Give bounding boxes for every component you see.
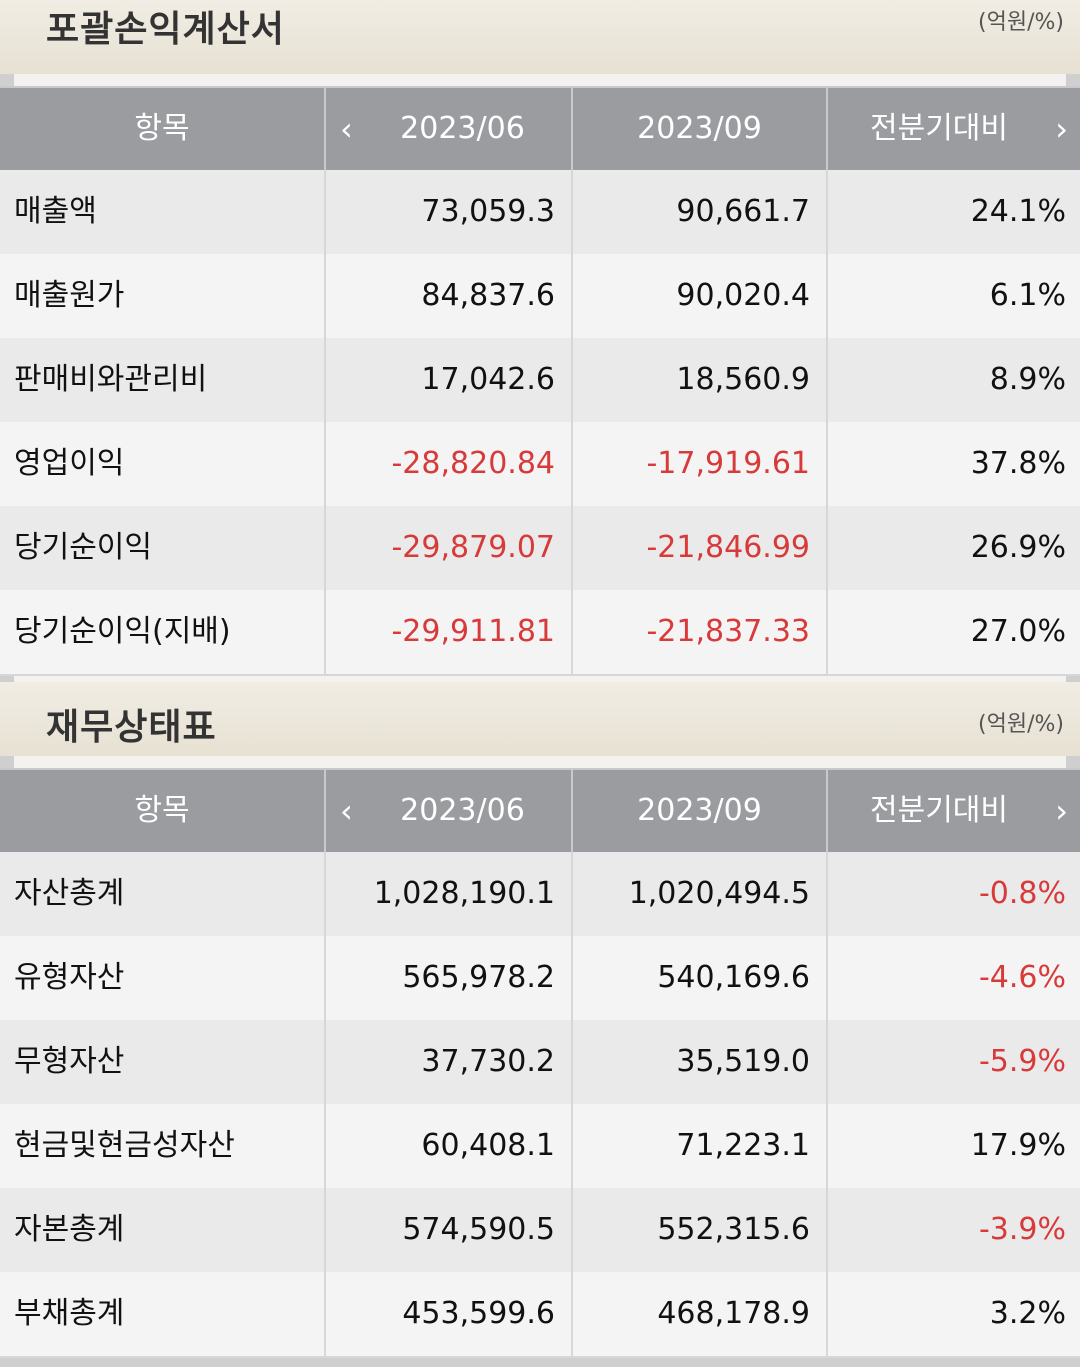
income-statement-table-header: 항목 ‹ 2023/06 2023/09 전분기대비 › — [0, 86, 1080, 172]
row-prev-value: -29,911.81 — [326, 590, 573, 674]
column-header-prev-period[interactable]: ‹ 2023/06 — [326, 88, 573, 170]
row-change-value: 24.1% — [970, 194, 1066, 229]
balance-sheet-header: 재무상태표 (억원/%) — [0, 682, 1080, 756]
income-statement-header: 포괄손익계산서 (억원/%) — [0, 0, 1080, 74]
row-item-label: 부채총계 — [0, 1272, 326, 1356]
table-row: 당기순이익 -29,879.07 -21,846.99 26.9% — [0, 506, 1080, 592]
chevron-right-icon[interactable]: › — [1055, 792, 1068, 830]
section-title: 포괄손익계산서 — [46, 9, 285, 50]
column-header-curr-period: 2023/09 — [573, 88, 828, 170]
row-prev-value: 453,599.6 — [326, 1272, 573, 1356]
unit-label: (억원/%) — [978, 712, 1064, 737]
chevron-left-icon[interactable]: ‹ — [340, 792, 353, 830]
row-prev-value: 37,730.2 — [326, 1020, 573, 1104]
row-prev-value: -28,820.84 — [326, 422, 573, 506]
row-curr-value: 35,519.0 — [573, 1020, 828, 1104]
chevron-left-icon[interactable]: ‹ — [340, 110, 353, 148]
row-change-value: 27.0% — [970, 614, 1066, 649]
row-item-label: 매출원가 — [0, 254, 326, 338]
unit-label: (억원/%) — [978, 10, 1064, 35]
section-title: 재무상태표 — [46, 707, 217, 748]
row-change-value: -5.9% — [978, 1044, 1066, 1079]
row-item-label: 매출액 — [0, 170, 326, 254]
row-curr-value: -17,919.61 — [573, 422, 828, 506]
chevron-right-icon[interactable]: › — [1055, 110, 1068, 148]
row-prev-value: 73,059.3 — [326, 170, 573, 254]
table-row: 현금및현금성자산 60,408.1 71,223.1 17.9% — [0, 1104, 1080, 1190]
row-prev-value: 574,590.5 — [326, 1188, 573, 1272]
row-curr-value: 540,169.6 — [573, 936, 828, 1020]
table-row: 매출원가 84,837.6 90,020.4 6.1% — [0, 254, 1080, 340]
row-change-value: 17.9% — [970, 1128, 1066, 1163]
change-label: 전분기대비 — [870, 793, 1008, 828]
row-curr-value: 552,315.6 — [573, 1188, 828, 1272]
column-header-change[interactable]: 전분기대비 › — [828, 88, 1080, 170]
row-prev-value: 17,042.6 — [326, 338, 573, 422]
table-row: 판매비와관리비 17,042.6 18,560.9 8.9% — [0, 338, 1080, 424]
column-header-prev-period[interactable]: ‹ 2023/06 — [326, 770, 573, 852]
row-change-value: 6.1% — [989, 278, 1066, 313]
row-item-label: 무형자산 — [0, 1020, 326, 1104]
prev-period-label: 2023/06 — [400, 793, 525, 828]
row-item-label: 판매비와관리비 — [0, 338, 326, 422]
row-prev-value: 84,837.6 — [326, 254, 573, 338]
row-curr-value: -21,846.99 — [573, 506, 828, 590]
row-prev-value: -29,879.07 — [326, 506, 573, 590]
row-item-label: 자산총계 — [0, 852, 326, 936]
column-header-curr-period: 2023/09 — [573, 770, 828, 852]
row-item-label: 당기순이익 — [0, 506, 326, 590]
row-change-value: 26.9% — [970, 530, 1066, 565]
table-row: 영업이익 -28,820.84 -17,919.61 37.8% — [0, 422, 1080, 508]
row-change-value: -4.6% — [978, 960, 1066, 995]
row-change-value: -3.9% — [978, 1212, 1066, 1247]
row-item-label: 유형자산 — [0, 936, 326, 1020]
column-header-change[interactable]: 전분기대비 › — [828, 770, 1080, 852]
row-curr-value: -21,837.33 — [573, 590, 828, 674]
row-change-value: 8.9% — [989, 362, 1066, 397]
row-curr-value: 468,178.9 — [573, 1272, 828, 1356]
table-row: 무형자산 37,730.2 35,519.0 -5.9% — [0, 1020, 1080, 1106]
table-row: 자산총계 1,028,190.1 1,020,494.5 -0.8% — [0, 852, 1080, 938]
row-curr-value: 90,020.4 — [573, 254, 828, 338]
row-change-value: -0.8% — [978, 876, 1066, 911]
balance-sheet-table-header: 항목 ‹ 2023/06 2023/09 전분기대비 › — [0, 768, 1080, 854]
row-curr-value: 71,223.1 — [573, 1104, 828, 1188]
row-prev-value: 60,408.1 — [326, 1104, 573, 1188]
table-row: 유형자산 565,978.2 540,169.6 -4.6% — [0, 936, 1080, 1022]
row-item-label: 현금및현금성자산 — [0, 1104, 326, 1188]
row-curr-value: 1,020,494.5 — [573, 852, 828, 936]
row-prev-value: 1,028,190.1 — [326, 852, 573, 936]
row-prev-value: 565,978.2 — [326, 936, 573, 1020]
column-header-item: 항목 — [0, 770, 326, 852]
table-row: 당기순이익(지배) -29,911.81 -21,837.33 27.0% — [0, 590, 1080, 676]
table-row: 부채총계 453,599.6 468,178.9 3.2% — [0, 1272, 1080, 1358]
prev-period-label: 2023/06 — [400, 111, 525, 146]
column-header-item: 항목 — [0, 88, 326, 170]
table-row: 자본총계 574,590.5 552,315.6 -3.9% — [0, 1188, 1080, 1274]
row-change-value: 3.2% — [989, 1296, 1066, 1331]
row-curr-value: 18,560.9 — [573, 338, 828, 422]
row-change-value: 37.8% — [970, 446, 1066, 481]
table-row: 매출액 73,059.3 90,661.7 24.1% — [0, 170, 1080, 256]
row-item-label: 당기순이익(지배) — [0, 590, 326, 674]
change-label: 전분기대비 — [870, 111, 1008, 146]
row-item-label: 자본총계 — [0, 1188, 326, 1272]
row-curr-value: 90,661.7 — [573, 170, 828, 254]
row-item-label: 영업이익 — [0, 422, 326, 506]
